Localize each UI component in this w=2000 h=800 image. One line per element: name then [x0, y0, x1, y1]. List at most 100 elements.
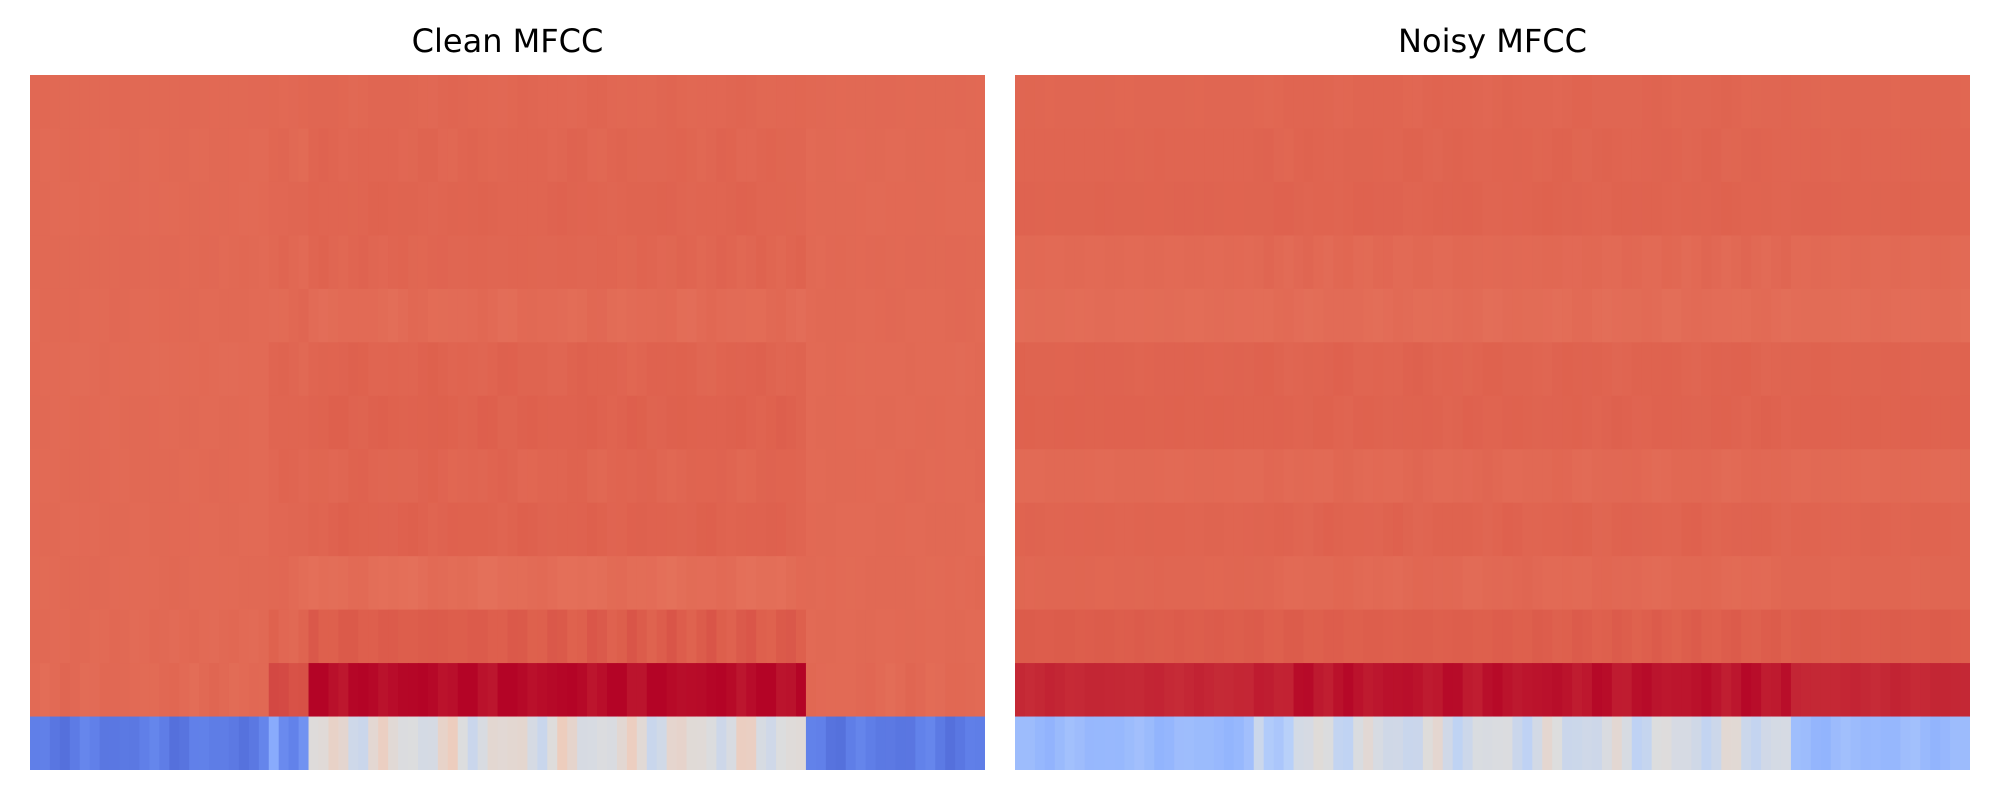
heatmap-cell	[1910, 181, 1921, 236]
heatmap-cell	[1293, 449, 1305, 504]
heatmap-cell	[865, 342, 877, 397]
heatmap-cell	[298, 556, 310, 611]
heatmap-cell	[298, 609, 310, 664]
heatmap-cell	[1492, 609, 1504, 664]
heatmap-cell	[109, 235, 121, 290]
heatmap-cell	[1233, 181, 1245, 236]
heatmap-cell	[547, 235, 558, 290]
heatmap-cell	[1293, 75, 1305, 130]
heatmap-cell	[517, 128, 528, 183]
heatmap-cell	[338, 449, 349, 504]
heatmap-cell	[1790, 556, 1802, 611]
heatmap-cell	[1930, 556, 1941, 611]
heatmap-cell	[975, 663, 985, 718]
heatmap-cell	[1383, 75, 1394, 130]
heatmap-cell	[308, 449, 320, 504]
heatmap-cell	[835, 342, 847, 397]
heatmap-cell	[1094, 609, 1106, 664]
heatmap-cell	[1542, 75, 1553, 130]
heatmap-cell	[736, 395, 747, 450]
heatmap-cell	[129, 288, 141, 343]
heatmap-cell	[786, 663, 797, 718]
heatmap-cell	[1780, 502, 1792, 557]
heatmap-cell	[1641, 502, 1653, 557]
heatmap-cell	[1681, 342, 1693, 397]
heatmap-cell	[1034, 342, 1046, 397]
heatmap-cell	[417, 128, 429, 183]
heatmap-cell	[1880, 181, 1892, 236]
heatmap-cell	[756, 449, 767, 504]
heatmap-cell	[1402, 75, 1414, 130]
heatmap-cell	[119, 502, 131, 557]
heatmap-cell	[925, 716, 936, 770]
heatmap-cell	[248, 663, 260, 718]
heatmap-cell	[1353, 181, 1364, 236]
heatmap-cell	[855, 235, 867, 290]
heatmap-cell	[427, 288, 439, 343]
heatmap-cell	[795, 556, 807, 611]
heatmap-cell	[268, 342, 280, 397]
heatmap-cell	[69, 663, 81, 718]
heatmap-cell	[1452, 716, 1464, 770]
heatmap-cell	[915, 663, 926, 718]
heatmap-cell	[1144, 609, 1155, 664]
heatmap-cell	[1850, 288, 1862, 343]
heatmap-cell	[209, 716, 220, 770]
heatmap-cell	[706, 288, 718, 343]
heatmap-cell	[1094, 663, 1106, 718]
heatmap-cell	[169, 449, 180, 504]
heatmap-cell	[487, 556, 499, 611]
heatmap-cell	[1164, 449, 1175, 504]
heatmap-cell	[1462, 288, 1474, 343]
heatmap-cell	[1890, 128, 1901, 183]
heatmap-cell	[865, 395, 877, 450]
heatmap-cell	[716, 395, 727, 450]
heatmap-cell	[1114, 235, 1126, 290]
heatmap-cell	[1780, 716, 1792, 770]
heatmap-cell	[1631, 556, 1643, 611]
heatmap-cell	[1303, 502, 1315, 557]
heatmap-cell	[1074, 502, 1086, 557]
heatmap-cell	[1502, 128, 1513, 183]
heatmap-cell	[567, 395, 578, 450]
heatmap-cell	[1263, 288, 1275, 343]
heatmap-cell	[1780, 288, 1792, 343]
heatmap-cell	[805, 128, 817, 183]
heatmap-cell	[1850, 128, 1862, 183]
heatmap-cell	[1910, 288, 1921, 343]
heatmap-cell	[1144, 181, 1155, 236]
heatmap-cell	[975, 716, 985, 770]
heatmap-cell	[676, 395, 688, 450]
heatmap-cell	[457, 449, 469, 504]
heatmap-cell	[1542, 716, 1553, 770]
heatmap-cell	[1094, 395, 1106, 450]
heatmap-cell	[696, 342, 708, 397]
heatmap-cell	[1800, 342, 1812, 397]
heatmap-cell	[1333, 449, 1344, 504]
heatmap-cell	[1960, 235, 1970, 290]
heatmap-cell	[1601, 609, 1613, 664]
heatmap-cell	[1054, 663, 1066, 718]
heatmap-cell	[1701, 663, 1712, 718]
heatmap-cell	[1243, 716, 1255, 770]
heatmap-cell	[1810, 663, 1822, 718]
heatmap-cell	[1562, 609, 1573, 664]
heatmap-cell	[318, 502, 330, 557]
heatmap-cell	[1532, 449, 1543, 504]
heatmap-cell	[626, 288, 638, 343]
heatmap-cell	[507, 288, 519, 343]
heatmap-cell	[686, 663, 698, 718]
heatmap-cell	[716, 342, 727, 397]
heatmap-cell	[1820, 75, 1832, 130]
heatmap-cell	[1960, 663, 1970, 718]
heatmap-cell	[89, 609, 101, 664]
heatmap-cell	[1233, 235, 1245, 290]
heatmap-cell	[1671, 342, 1683, 397]
heatmap-cell	[1940, 556, 1951, 611]
heatmap-cell	[427, 716, 439, 770]
heatmap-cell	[1890, 181, 1901, 236]
heatmap-cell	[1213, 235, 1225, 290]
heatmap-cell	[1651, 663, 1663, 718]
heatmap-cell	[49, 716, 61, 770]
heatmap-cell	[786, 288, 797, 343]
